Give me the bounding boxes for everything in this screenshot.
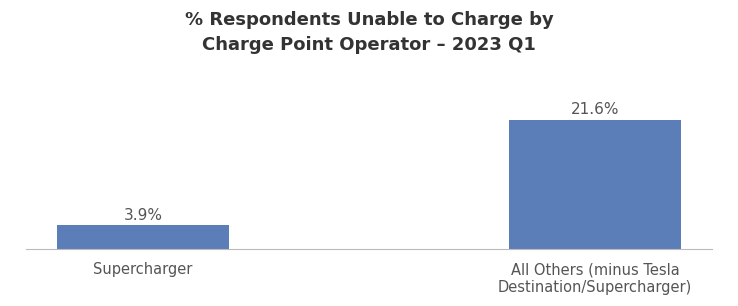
Text: 3.9%: 3.9% [123,208,162,223]
Bar [509,120,681,248]
Bar [57,225,229,248]
Title: % Respondents Unable to Charge by
Charge Point Operator – 2023 Q1: % Respondents Unable to Charge by Charge… [184,11,554,54]
Text: 21.6%: 21.6% [570,102,619,117]
